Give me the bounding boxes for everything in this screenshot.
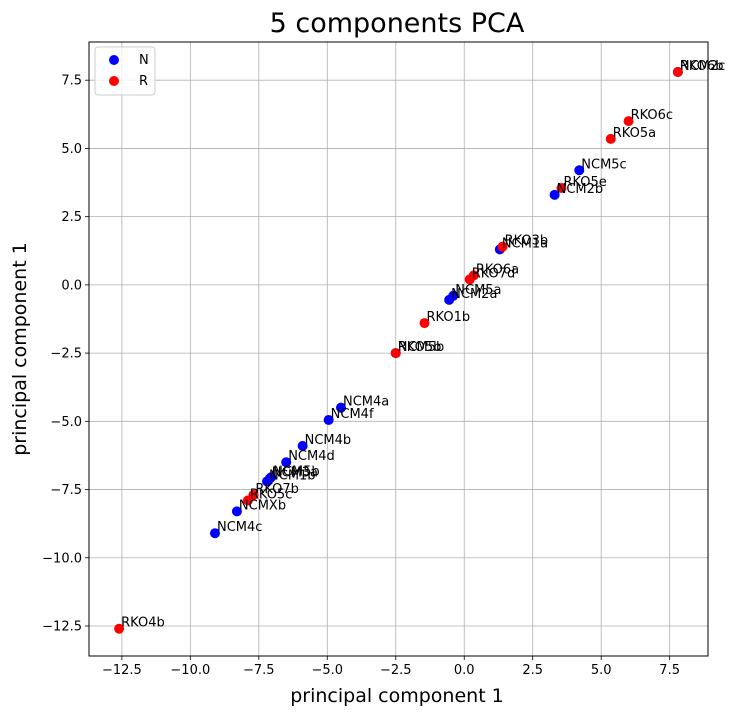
point-label: RKO7b xyxy=(255,482,299,497)
y-tick-label: 2.5 xyxy=(61,210,82,225)
point-label: NCM1b xyxy=(269,468,316,483)
x-tick-label: −7.5 xyxy=(243,663,275,678)
y-tick-label: −10.0 xyxy=(42,551,82,566)
axis-ticks: −12.5 −10.0 −7.5 −5.0 −2.5 0.0 2.5 5.0 7.5 −12.5 −… xyxy=(42,74,680,678)
data-point-r xyxy=(464,274,475,285)
data-point-n xyxy=(574,165,585,176)
point-label: NCM5a xyxy=(455,283,501,298)
point-label: NCM4d xyxy=(288,449,335,464)
chart-title: 5 components PCA xyxy=(270,8,525,39)
point-label: NCMXb xyxy=(239,498,286,513)
data-point-r xyxy=(556,182,567,193)
point-label: NCM1a xyxy=(502,236,548,251)
data-point-n xyxy=(281,457,292,468)
data-point-r xyxy=(497,241,508,252)
point-label: NCM5c xyxy=(581,157,626,172)
plot-frame xyxy=(88,41,709,657)
point-label: NCM4f xyxy=(331,407,374,422)
x-tick-label: 5.0 xyxy=(591,663,612,678)
point-label: RKO5a xyxy=(613,126,656,141)
y-tick-label: −2.5 xyxy=(50,347,82,362)
point-label: NCM3a xyxy=(272,466,318,481)
point-label: NCM5b xyxy=(398,340,445,355)
data-point-n xyxy=(323,414,334,425)
x-tick-label: −5.0 xyxy=(311,663,343,678)
y-axis-title: principal component 1 xyxy=(9,242,31,456)
legend-marker-r xyxy=(109,76,119,86)
data-point-n xyxy=(444,294,455,305)
x-tick-label: −10.0 xyxy=(170,663,210,678)
y-tick-label: 5.0 xyxy=(61,142,82,157)
data-point-r xyxy=(623,116,634,127)
x-tick-label: 2.5 xyxy=(522,663,543,678)
data-point-n xyxy=(209,528,220,539)
data-point-r xyxy=(419,318,430,329)
x-tick-label: −2.5 xyxy=(380,663,412,678)
point-label: RKO7d xyxy=(472,266,516,281)
legend-label-n: N xyxy=(139,53,149,68)
data-point-n xyxy=(297,440,308,451)
point-label: RKO6a xyxy=(476,262,519,277)
legend-label-r: R xyxy=(139,74,148,89)
point-label: RKO4b xyxy=(121,616,165,631)
point-label: RKO5b xyxy=(398,340,442,355)
point-label: RKO6c xyxy=(631,108,674,123)
point-label: NCM5b xyxy=(273,464,320,479)
point-label: RKO6b xyxy=(680,59,724,74)
y-tick-label: −5.0 xyxy=(50,415,82,430)
y-tick-label: −12.5 xyxy=(42,619,82,634)
data-points xyxy=(114,67,683,634)
x-tick-label: −12.5 xyxy=(102,663,142,678)
data-point-n xyxy=(335,402,346,413)
y-tick-label: 7.5 xyxy=(61,74,82,89)
data-point-r xyxy=(390,348,401,359)
point-label: NCM4c xyxy=(217,520,262,535)
y-tick-label: 0.0 xyxy=(61,278,82,293)
data-point-n xyxy=(231,506,242,517)
point-label: NCM2a xyxy=(451,287,497,302)
point-label: NCM2b xyxy=(557,182,604,197)
x-axis-title: principal component 1 xyxy=(290,685,504,707)
point-label: RKO5e xyxy=(563,175,606,190)
x-tick-label: 0.0 xyxy=(454,663,475,678)
x-tick-label: 7.5 xyxy=(659,663,680,678)
data-point-n xyxy=(262,476,273,487)
legend: N R xyxy=(94,46,156,96)
legend-marker-n xyxy=(109,55,119,65)
point-label: RKO3b xyxy=(505,234,549,249)
data-point-n xyxy=(549,189,560,200)
data-point-r xyxy=(605,133,616,144)
data-point-r xyxy=(242,495,253,506)
point-label: NCM4a xyxy=(343,395,389,410)
point-label: RKO5c xyxy=(250,487,292,502)
point-label: NCM4b xyxy=(305,433,352,448)
data-point-r xyxy=(114,623,125,634)
point-label: NCM2c xyxy=(680,59,725,74)
point-label: RKO1b xyxy=(427,310,471,325)
data-point-r xyxy=(672,67,683,78)
y-tick-label: −7.5 xyxy=(50,483,82,498)
